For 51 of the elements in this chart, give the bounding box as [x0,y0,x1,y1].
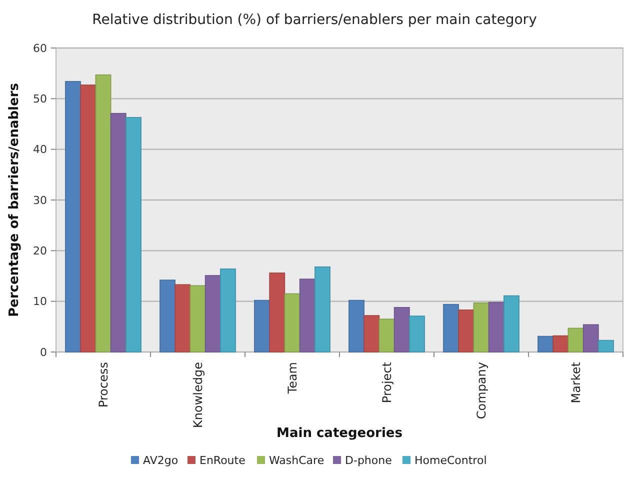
x-tick-label: Process [96,362,110,408]
bar [348,300,364,352]
bar [204,275,221,352]
bar [269,272,286,352]
x-tick-label: Knowledge [190,362,205,428]
y-tick-label: 20 [33,244,47,258]
bar [598,340,614,352]
bar [126,117,142,352]
bar [378,318,395,352]
bar [174,284,191,352]
bar [110,112,126,352]
bar [488,302,504,352]
bar [394,307,410,352]
bar [160,280,176,352]
y-tick-label: 30 [33,194,47,207]
bar [409,316,425,352]
legend-label: WashCare [269,454,324,467]
x-axis-title: Main categeories [276,426,403,441]
bar [582,324,599,352]
bar [254,300,270,352]
x-tick-label: Project [380,362,394,404]
bar [80,84,96,352]
bar [568,328,584,352]
bar [95,74,112,352]
bar [458,310,474,352]
bar [504,295,520,352]
y-tick-label: 60 [33,42,47,55]
bar [443,304,459,352]
bar [299,278,316,352]
legend-label: EnRoute [200,454,246,467]
x-tick-label: Team [285,362,300,395]
legend-label: D-phone [345,454,392,467]
x-tick-label: Market [568,362,583,404]
y-tick-label: 0 [40,346,47,359]
bar [538,336,554,352]
y-axis-title: Percentage of barriers/enablers [7,82,22,317]
bar [364,315,380,352]
legend-label: HomeControl [414,454,487,467]
y-tick-label: 40 [33,143,47,156]
bar [552,335,569,352]
bar [314,266,330,352]
bar [220,268,236,352]
bar [473,302,490,352]
chart-title: Relative distribution (%) of barriers/enablers per main category [92,12,537,28]
y-tick-label: 50 [33,92,47,106]
bar [284,293,300,352]
bar [190,285,206,352]
x-tick-label: Company [474,362,488,420]
legend-label: AV2go [143,454,178,467]
bar [65,81,81,352]
y-tick-label: 10 [33,295,47,308]
